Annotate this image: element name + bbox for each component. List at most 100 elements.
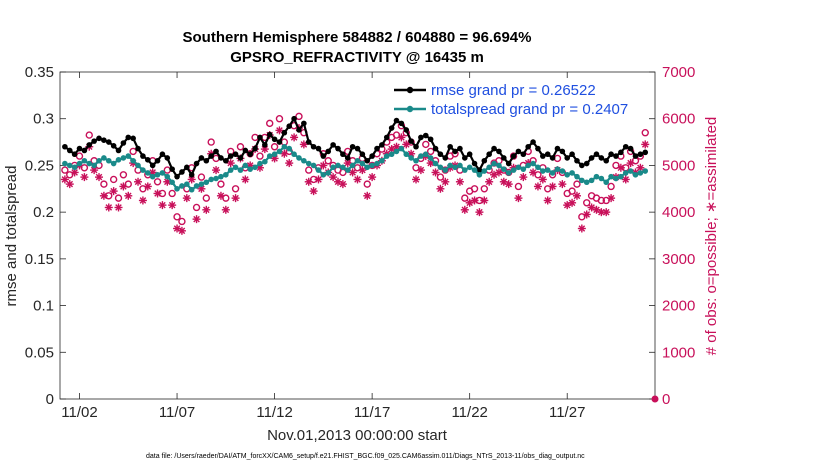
assimilated-obs-point	[143, 182, 152, 191]
rmse-point	[203, 157, 210, 164]
possible-obs-point	[85, 131, 93, 139]
assimilated-obs-point	[182, 194, 191, 203]
totalspread-point	[530, 160, 536, 167]
rmse-point	[159, 151, 166, 158]
rmse-point	[198, 155, 205, 161]
totalspread-point	[276, 148, 283, 155]
assimilated-obs-point	[177, 226, 186, 235]
totalspread-point	[383, 153, 390, 159]
rmse-point	[149, 162, 156, 169]
possible-obs-point	[217, 180, 225, 188]
totalspread-point	[447, 162, 453, 169]
rmse-point	[388, 125, 395, 131]
totalspread-point	[291, 151, 297, 158]
totalspread-point	[388, 151, 395, 158]
assimilated-obs-point	[231, 194, 240, 203]
possible-obs-point	[236, 143, 245, 151]
totalspread-point	[184, 181, 190, 187]
totalspread-point	[252, 164, 258, 171]
rmse-point	[305, 139, 312, 145]
possible-obs-point	[207, 138, 215, 146]
rmse-point	[457, 145, 463, 152]
totalspread-point	[520, 166, 527, 172]
assimilated-obs-point	[504, 180, 513, 189]
rmse-point	[105, 139, 112, 145]
rmse-point	[310, 143, 317, 150]
rmse-point	[608, 151, 614, 158]
rmse-point	[110, 143, 117, 149]
totalspread-point	[637, 170, 644, 176]
assimilated-obs-point	[104, 203, 113, 212]
totalspread-point	[349, 162, 356, 169]
assimilated-obs-point	[538, 175, 547, 184]
x-tick-label: 11/12	[256, 404, 292, 421]
assimilated-obs-point	[158, 201, 167, 210]
rmse-point	[540, 153, 546, 159]
rmse-point	[642, 149, 649, 156]
possible-obs-point	[192, 203, 201, 212]
totalspread-point	[418, 153, 424, 159]
assimilated-obs-point	[412, 175, 421, 184]
legend-spread-label: totalspread grand pr = 0.2407	[431, 101, 628, 118]
assimilated-obs-point	[124, 191, 133, 200]
rmse-point	[140, 153, 146, 159]
x-axis: 11/02 11/07 11/12 11/17 11/22 11/27	[61, 72, 585, 421]
totalspread-point	[281, 143, 288, 150]
totalspread-point	[340, 164, 346, 171]
totalspread-point	[76, 160, 83, 167]
rmse-point	[164, 155, 171, 161]
totalspread-point	[544, 167, 551, 173]
rmse-point	[603, 157, 610, 164]
totalspread-point	[120, 155, 127, 161]
rmse-point	[569, 151, 575, 158]
rmse-point	[622, 143, 629, 150]
rmse-point	[174, 173, 180, 180]
totalspread-point	[588, 177, 595, 184]
totalspread-point	[110, 160, 117, 167]
possible-obs-point	[305, 166, 313, 174]
rmse-point	[515, 148, 522, 155]
assimilated-obs-point	[465, 198, 474, 207]
possible-obs-point	[275, 115, 284, 123]
rmse-point	[315, 145, 322, 152]
totalspread-point	[320, 171, 327, 178]
assimilated-obs-point	[134, 177, 143, 186]
y2-tick-label: 6000	[662, 111, 695, 128]
rmse-point	[486, 151, 492, 158]
x-tick-label: 11/02	[61, 404, 97, 421]
totalspread-point	[296, 155, 302, 161]
assimilated-obs-point	[441, 177, 450, 186]
rmse-point	[432, 145, 439, 152]
rmse-point	[413, 143, 419, 150]
rmse-point	[613, 153, 619, 159]
totalspread-point	[144, 170, 151, 176]
totalspread-point	[359, 160, 366, 167]
assimilated-obs-point	[290, 133, 299, 142]
rmse-point	[81, 147, 88, 154]
rmse-point	[520, 151, 527, 158]
assimilated-obs-point	[299, 140, 308, 149]
assimilated-obs-point	[275, 126, 284, 135]
rmse-point	[535, 145, 541, 152]
totalspread-point	[232, 164, 239, 171]
totalspread-point	[364, 164, 371, 171]
totalspread-point	[154, 171, 161, 178]
possible-obs-point	[641, 129, 649, 137]
totalspread-point	[91, 162, 97, 169]
totalspread-point	[344, 167, 351, 173]
totalspread-point	[452, 164, 458, 171]
rmse-point	[393, 117, 400, 124]
totalspread-point	[237, 167, 244, 173]
totalspread-point	[81, 157, 88, 164]
totalspread-point	[305, 160, 312, 167]
totalspread-point	[437, 164, 444, 171]
totalspread-point	[140, 167, 146, 173]
y2-axis-label: # of obs: o=possible; ∗=assimilated	[703, 117, 720, 356]
rmse-point	[262, 142, 268, 148]
totalspread-point	[579, 177, 585, 184]
possible-obs-point	[583, 199, 591, 207]
rmse-point	[593, 151, 600, 158]
assimilated-obs-point	[348, 168, 357, 177]
totalspread-point	[218, 173, 224, 180]
